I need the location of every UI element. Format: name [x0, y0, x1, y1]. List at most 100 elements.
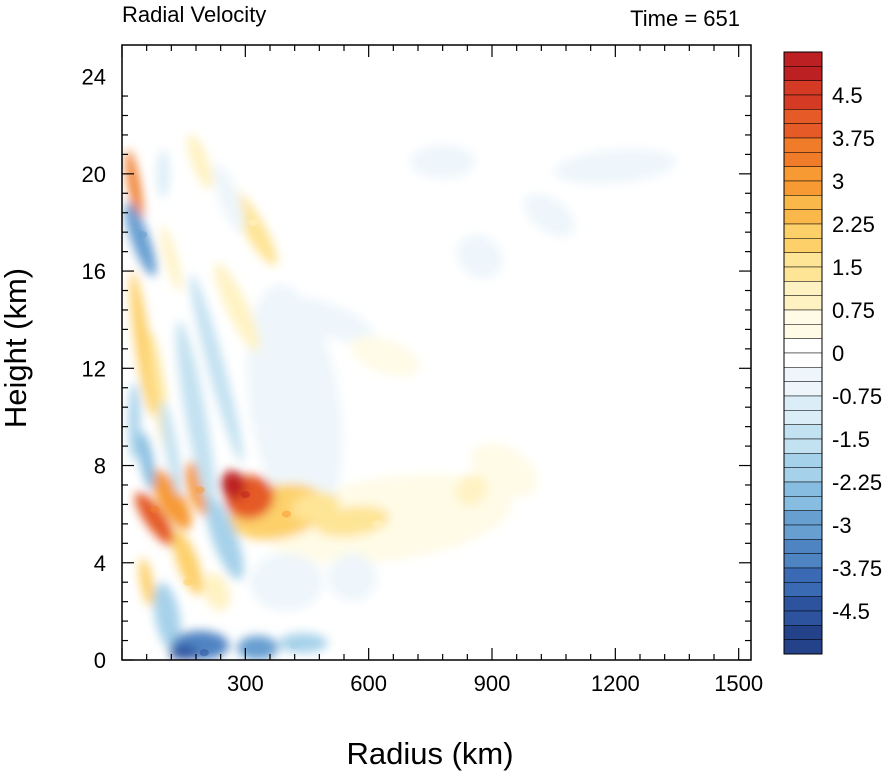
colorbar-segment — [783, 152, 823, 167]
velocity-patch — [151, 469, 192, 530]
velocity-patch — [160, 226, 182, 292]
colorbar-label: 2.25 — [832, 212, 875, 237]
velocity-patch — [327, 553, 377, 602]
colorbar-segment — [783, 481, 823, 497]
velocity-patch — [153, 582, 181, 650]
colorbar-segment — [783, 639, 823, 655]
y-tick-label: 4 — [94, 551, 106, 576]
colorbar-segment — [783, 209, 823, 225]
x-tick-label: 900 — [474, 671, 511, 696]
velocity-patch — [156, 149, 170, 199]
colorbar-segment — [783, 324, 823, 339]
velocity-patch — [350, 336, 420, 377]
colorbar-segment — [783, 610, 823, 626]
velocity-patch — [213, 163, 245, 233]
colorbar-segment — [783, 238, 823, 253]
feature-inflow-mid — [224, 539, 234, 547]
velocity-patch — [169, 645, 199, 660]
y-axis-label: Height (km) — [0, 268, 33, 428]
velocity-patch — [237, 635, 279, 660]
colorbar-segment — [783, 281, 823, 296]
velocity-patch — [220, 470, 246, 500]
colorbar-segment — [783, 582, 823, 597]
feature-low-outflow — [183, 578, 193, 586]
velocity-patch — [205, 497, 244, 580]
colorbar-segment — [783, 539, 823, 554]
colorbar-segment — [783, 553, 823, 569]
velocity-patch — [138, 431, 155, 490]
velocity-patch — [409, 144, 476, 179]
velocity-patch — [176, 321, 216, 513]
colorbar-segment — [783, 596, 823, 612]
feature-inflow-upper — [137, 231, 148, 239]
y-tick-label: 16 — [82, 259, 106, 284]
y-tick-label: 24 — [82, 65, 106, 90]
colorbar-segment — [783, 137, 823, 153]
velocity-patch — [523, 193, 576, 237]
chart-title-left: Radial Velocity — [122, 2, 266, 27]
colorbar-segment — [783, 252, 823, 268]
velocity-patch — [125, 150, 143, 222]
colorbar-segment — [783, 467, 823, 483]
velocity-patch — [130, 271, 156, 417]
colorbar-segment — [783, 410, 823, 425]
x-tick-label: 600 — [350, 671, 387, 696]
velocity-patch — [203, 573, 230, 611]
feature-outflow-max — [240, 491, 250, 499]
velocity-patch — [190, 274, 243, 463]
colorbar-label: 1.5 — [832, 255, 863, 280]
velocity-patch — [128, 382, 141, 461]
colorbar: 4.5 3.75 3 2.25 1.5 0.75 0 -0.75 -1.5 -2.25 -3 -3.7… — [783, 51, 882, 655]
colorbar-label: -2.25 — [832, 470, 882, 495]
x-tick-label: 1500 — [714, 671, 763, 696]
velocity-patch — [172, 530, 203, 595]
colorbar-segment — [783, 109, 823, 124]
velocity-patch — [246, 284, 343, 526]
x-tick-label: 1200 — [591, 671, 640, 696]
colorbar-segment — [783, 123, 823, 139]
velocity-patch — [290, 491, 340, 522]
y-tick-label: 8 — [94, 454, 106, 479]
velocity-patch — [281, 296, 374, 343]
feature-outflow-tail — [495, 464, 505, 472]
colorbar-frame — [783, 51, 823, 655]
colorbar-label: -1.5 — [832, 427, 870, 452]
chart-title-right: Time = 651 — [630, 6, 740, 31]
colorbar-segment — [783, 66, 823, 81]
colorbar-label: -3.75 — [832, 556, 882, 581]
velocity-patch — [470, 443, 538, 498]
colorbar-segment — [783, 567, 823, 583]
velocity-field — [124, 134, 677, 660]
colorbar-segment — [783, 94, 823, 110]
colorbar-segment — [783, 223, 823, 239]
colorbar-segment — [783, 51, 823, 67]
colorbar-label: 3.75 — [832, 126, 875, 151]
velocity-patch — [187, 134, 213, 190]
velocity-patch — [278, 633, 328, 653]
velocity-patch — [214, 263, 260, 352]
feature-outflow-tongue — [372, 520, 382, 528]
colorbar-segment — [783, 352, 823, 368]
velocity-patch — [124, 202, 157, 277]
colorbar-segment — [783, 496, 823, 511]
feature-inflow-far — [610, 165, 620, 173]
y-tick-label: 12 — [82, 356, 106, 381]
colorbar-label: -4.5 — [832, 599, 870, 624]
feature-upper-outflow — [248, 218, 259, 227]
colorbar-label: -3 — [832, 513, 852, 538]
plot-frame — [121, 44, 752, 661]
feature-inner-outflow — [150, 505, 160, 513]
colorbar-label: 4.5 — [832, 83, 863, 108]
colorbar-label: -0.75 — [832, 384, 882, 409]
feature-outflow-core — [281, 510, 292, 518]
y-tick-label: 20 — [82, 162, 106, 187]
feature-inflow-surface-2 — [290, 641, 300, 649]
colorbar-segment — [783, 424, 823, 440]
velocity-patch — [160, 400, 182, 497]
colorbar-label: 3 — [832, 169, 844, 194]
velocity-patch — [139, 558, 155, 607]
velocity-patch — [249, 553, 324, 612]
colorbar-segment — [783, 438, 823, 454]
colorbar-segment — [783, 180, 823, 196]
colorbar-segment — [783, 266, 823, 282]
